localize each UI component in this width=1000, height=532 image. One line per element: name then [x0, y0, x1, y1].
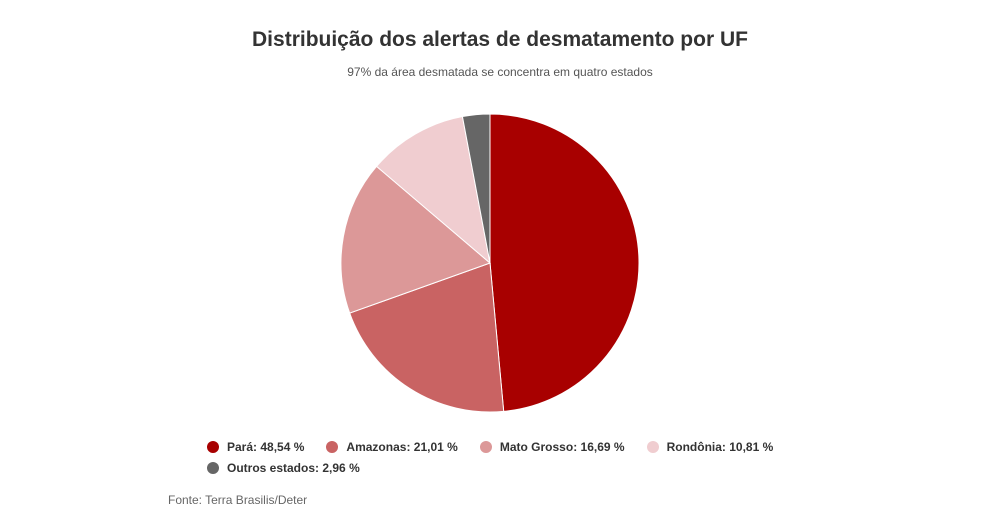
legend-sep-amazonas: : — [406, 440, 414, 454]
legend-item-rondonia[interactable]: Rondônia: 10,81 % — [646, 439, 774, 455]
legend-marker-mato-grosso — [479, 441, 492, 453]
legend-value-amazonas: 21,01 % — [413, 440, 458, 454]
legend-label-mato-grosso: Mato Grosso — [499, 440, 574, 454]
legend-value-rondonia: 10,81 % — [729, 440, 774, 454]
pie-slice-mato-grosso[interactable] — [340, 165, 491, 314]
legend-item-mato-grosso[interactable]: Mato Grosso: 16,69 % — [479, 439, 625, 455]
chart-title: Distribuição dos alertas de desmatamento… — [252, 28, 748, 51]
legend-item-amazonas[interactable]: Amazonas: 21,01 % — [326, 439, 458, 455]
pie-slice-rondonia[interactable] — [375, 115, 491, 265]
legend-value-outros-estados: 2,96 % — [322, 461, 360, 475]
legend-sep-para: : — [253, 440, 261, 454]
chart-legend: Pará: 48,54 % Amazonas: 21,01 % Mato Gro… — [207, 439, 827, 476]
pie-slice-amazonas[interactable] — [349, 262, 505, 413]
legend-sep-rondonia: : — [721, 440, 730, 454]
legend-label-para: Pará — [227, 440, 254, 454]
legend-item-outros-estados[interactable]: Outros estados: 2,96 % — [207, 460, 360, 476]
legend-value-mato-grosso: 16,69 % — [580, 440, 625, 454]
chart-source: Fonte: Terra Brasilis/Deter — [168, 493, 308, 507]
legend-marker-para — [207, 441, 219, 453]
chart-subtitle: 97% da área desmatada se concentra em qu… — [347, 65, 653, 79]
legend-marker-amazonas — [326, 441, 339, 453]
legend-sep-outros-estados: : — [315, 461, 323, 475]
legend-sep-mato-grosso: : — [573, 440, 581, 454]
legend-item-para[interactable]: Pará: 48,54 % — [207, 439, 304, 455]
pie-chart — [340, 113, 640, 413]
legend-label-amazonas: Amazonas — [346, 440, 407, 454]
pie-slice-outros-estados[interactable] — [461, 113, 491, 264]
legend-marker-outros-estados — [207, 462, 219, 474]
pie-slice-para[interactable] — [489, 113, 640, 412]
legend-marker-rondonia — [646, 441, 659, 453]
legend-label-rondonia: Rondônia — [666, 440, 722, 454]
legend-label-outros-estados: Outros estados — [227, 461, 316, 475]
legend-value-para: 48,54 % — [260, 440, 305, 454]
